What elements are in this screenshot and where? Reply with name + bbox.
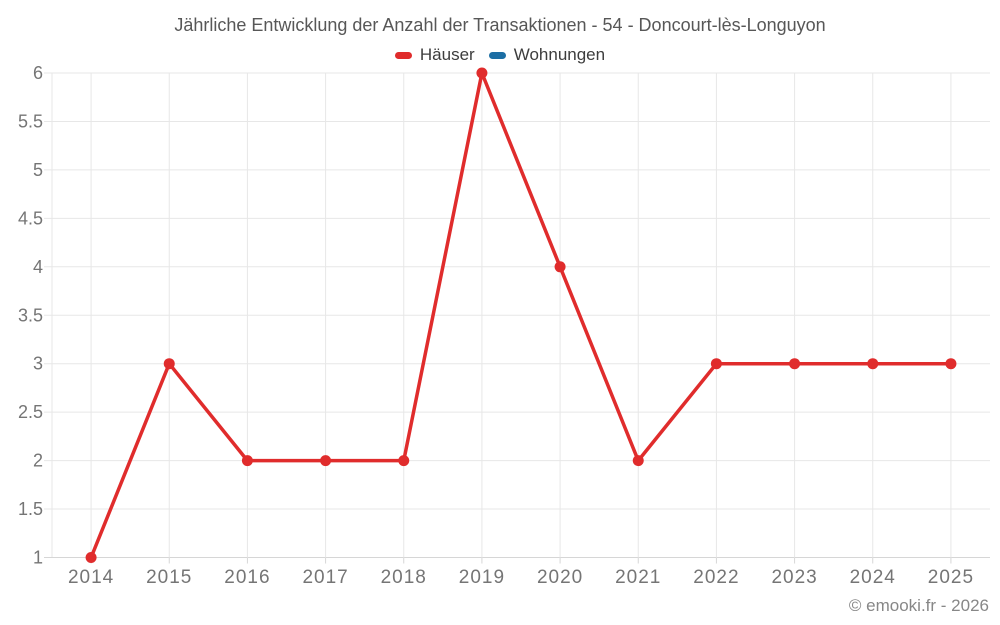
x-tick-label: 2022 xyxy=(693,567,739,588)
x-tick-label: 2023 xyxy=(771,567,817,588)
data-point-2014[interactable] xyxy=(85,552,97,563)
x-tick-label: 2025 xyxy=(928,567,974,588)
y-tick-label: 2.5 xyxy=(18,402,43,422)
chart-title: Jährliche Entwicklung der Anzahl der Tra… xyxy=(174,15,826,35)
data-point-2021[interactable] xyxy=(632,455,644,467)
y-tick-label: 4 xyxy=(33,257,43,277)
y-tick-label: 5 xyxy=(33,160,43,180)
x-tick-label: 2019 xyxy=(459,567,505,588)
y-tick-label: 4.5 xyxy=(18,208,43,228)
legend-item-wohnungen[interactable]: Wohnungen xyxy=(488,45,606,65)
x-tick-label: 2016 xyxy=(224,567,270,588)
data-point-2022[interactable] xyxy=(710,358,722,370)
x-tick-label: 2020 xyxy=(537,567,583,588)
x-tick-label: 2017 xyxy=(302,567,348,588)
legend-label-wohnungen: Wohnungen xyxy=(513,45,606,64)
y-tick-label: 6 xyxy=(33,63,43,83)
copyright-footer: © emooki.fr - 2026 xyxy=(848,596,989,615)
hauser-series-swatch-icon xyxy=(394,51,412,59)
y-tick-label: 3 xyxy=(33,354,43,374)
legend: Häuser Wohnungen xyxy=(0,45,1000,65)
data-point-2018[interactable] xyxy=(398,455,410,467)
data-point-2019[interactable] xyxy=(476,67,488,79)
x-tick-label: 2014 xyxy=(68,567,114,588)
x-tick-label: 2015 xyxy=(146,567,192,588)
y-tick-label: 5.5 xyxy=(18,111,43,131)
data-point-2017[interactable] xyxy=(320,455,332,467)
x-tick-label: 2024 xyxy=(850,567,896,588)
y-tick-label: 3.5 xyxy=(18,305,43,325)
legend-item-hauser[interactable]: Häuser xyxy=(394,45,475,65)
data-point-2024[interactable] xyxy=(867,358,879,370)
data-point-2020[interactable] xyxy=(554,261,566,273)
y-tick-label: 1.5 xyxy=(18,499,43,519)
data-point-2016[interactable] xyxy=(241,455,253,467)
wohnungen-series-swatch-icon xyxy=(488,51,506,59)
data-point-2015[interactable] xyxy=(163,358,175,370)
y-tick-label: 1 xyxy=(33,548,43,568)
series-line-häuser xyxy=(89,71,953,560)
x-tick-label: 2018 xyxy=(381,567,427,588)
x-tick-label: 2021 xyxy=(615,567,661,588)
y-tick-label: 2 xyxy=(33,451,43,471)
data-point-2025[interactable] xyxy=(945,358,957,370)
legend-label-hauser: Häuser xyxy=(419,45,475,64)
data-point-2023[interactable] xyxy=(789,358,801,370)
